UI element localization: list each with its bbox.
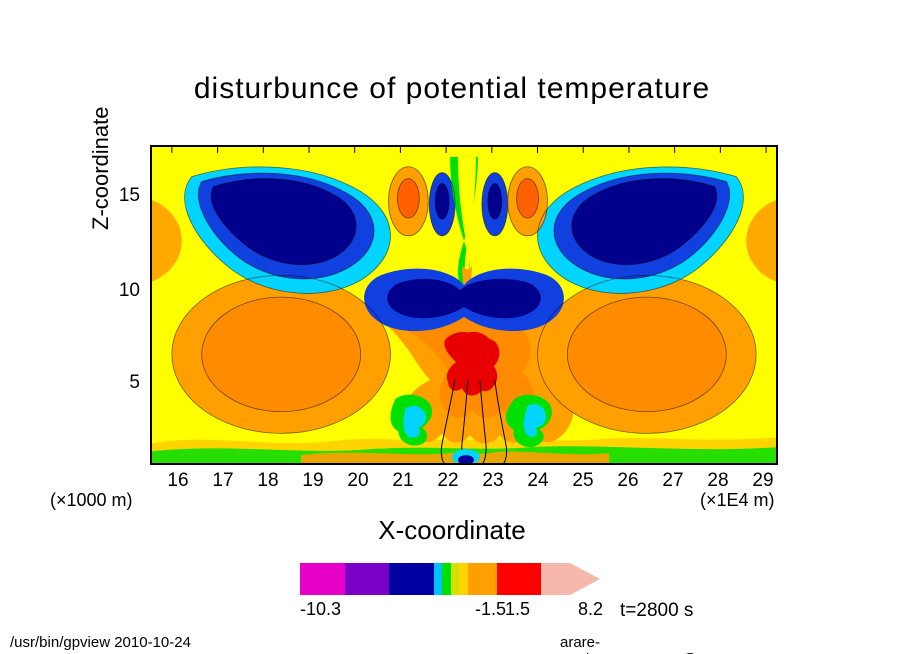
x-tick-25: 25 bbox=[568, 470, 598, 492]
x-tick-27: 27 bbox=[658, 470, 688, 492]
cb-segment-9 bbox=[541, 563, 570, 595]
cb-segment-2 bbox=[389, 563, 434, 595]
x-tick-29: 29 bbox=[748, 470, 778, 492]
contour-plot[interactable] bbox=[150, 145, 778, 465]
footer-right-text: arare-earth_PotTemp.nc@PotTemp,x=150000:… bbox=[560, 634, 904, 654]
cb-segment-1 bbox=[345, 563, 390, 595]
x-tick-19: 19 bbox=[298, 470, 328, 492]
cb-tick-1p5: 1.5 bbox=[505, 599, 530, 620]
x-tick-24: 24 bbox=[523, 470, 553, 492]
footer-left-text: /usr/bin/gpview 2010-10-24 bbox=[10, 634, 191, 651]
x-tick-17: 17 bbox=[208, 470, 238, 492]
cb-segment-8 bbox=[497, 563, 542, 595]
y-tick-10: 10 bbox=[110, 280, 140, 302]
page-title: disturbunce of potential temperature bbox=[0, 72, 904, 106]
x-axis-label: X-coordinate bbox=[0, 515, 904, 546]
cb-tick-neg1p5: -1.5 bbox=[475, 599, 506, 620]
colorbar-group: -10.3 -1.5 1.5 8.2 bbox=[300, 563, 630, 595]
x-tick-28: 28 bbox=[703, 470, 733, 492]
contour-svg bbox=[152, 147, 776, 463]
x-tick-20: 20 bbox=[343, 470, 373, 492]
x-tick-23: 23 bbox=[478, 470, 508, 492]
y-tick-5: 5 bbox=[110, 372, 140, 394]
y-tick-15: 15 bbox=[110, 185, 140, 207]
colorbar-arrow bbox=[570, 563, 600, 595]
cb-segment-0 bbox=[300, 563, 345, 595]
x-tick-16: 16 bbox=[163, 470, 193, 492]
cb-segment-6 bbox=[459, 563, 468, 595]
y-axis-label: Z-coordinate bbox=[88, 106, 114, 230]
time-label: t=2800 s bbox=[620, 600, 693, 622]
root-page: disturbunce of potential temperature bbox=[0, 0, 904, 654]
colorbar[interactable] bbox=[300, 563, 600, 595]
cb-tick-max: 8.2 bbox=[578, 599, 603, 620]
cb-tick-min: -10.3 bbox=[300, 599, 341, 620]
cb-segment-7 bbox=[468, 563, 497, 595]
cb-segment-5 bbox=[451, 563, 460, 595]
x-unit-label: (×1E4 m) bbox=[700, 490, 775, 511]
x-tick-18: 18 bbox=[253, 470, 283, 492]
x-tick-22: 22 bbox=[433, 470, 463, 492]
x-tick-26: 26 bbox=[613, 470, 643, 492]
y-unit-label: (×1000 m) bbox=[50, 490, 133, 511]
cb-segment-4 bbox=[442, 563, 451, 595]
cb-segment-3 bbox=[434, 563, 443, 595]
x-tick-21: 21 bbox=[388, 470, 418, 492]
